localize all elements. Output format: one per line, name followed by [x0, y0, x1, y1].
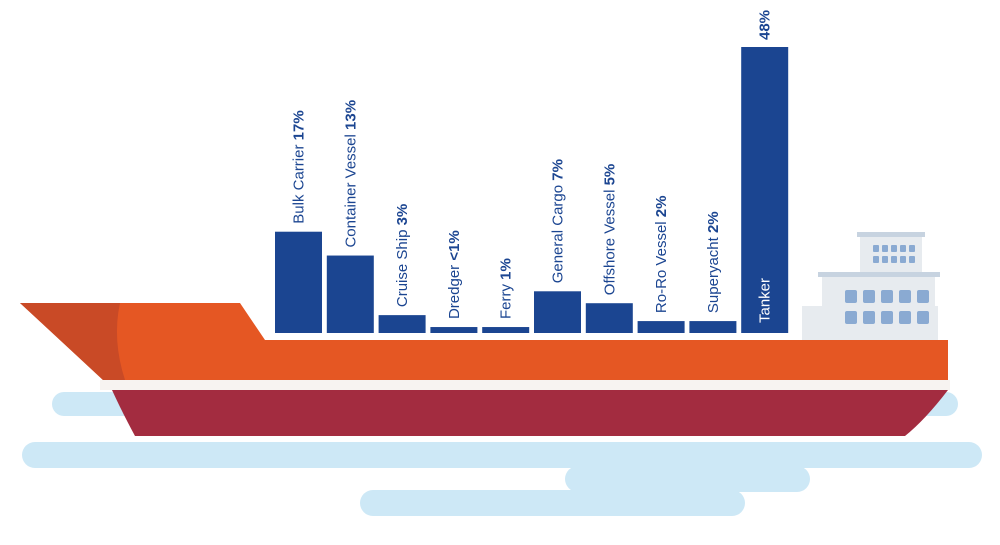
bar-label: Tanker: [757, 278, 774, 323]
bar-ferry: [482, 327, 530, 333]
bridge-upper: [860, 236, 922, 272]
value-label: 7%: [550, 159, 567, 181]
bridge-ledge: [818, 272, 940, 277]
bar-tanker: [741, 47, 789, 333]
bar-label: Ferry 1%: [498, 258, 515, 319]
value-label: 48%: [757, 10, 774, 40]
bridge-lower: [822, 276, 935, 340]
bar-offshore-vessel: [585, 303, 633, 333]
category-label: Dredger: [446, 261, 463, 319]
water-band: [360, 490, 745, 516]
category-label: General Cargo: [550, 181, 567, 284]
bar-label: Dredger <1%: [446, 230, 463, 319]
hull: [20, 303, 950, 436]
water-band: [565, 466, 810, 492]
value-label: 2%: [705, 211, 722, 233]
category-label: Offshore Vessel: [601, 185, 618, 295]
category-label: Cruise Ship: [394, 225, 411, 307]
bridge-windows: [845, 245, 929, 324]
hull-stripe: [100, 380, 950, 390]
bar-label: Superyacht 2%: [705, 211, 722, 313]
bar-cruise-ship: [378, 315, 426, 333]
bar-container-vessel: [326, 255, 374, 333]
bar-label: Container Vessel 13%: [342, 100, 359, 248]
value-label: 2%: [653, 196, 670, 218]
value-label: 5%: [601, 164, 618, 186]
category-label: Bulk Carrier: [291, 140, 308, 223]
category-label: Container Vessel: [342, 130, 359, 248]
value-label: 17%: [291, 110, 308, 140]
bar-label: General Cargo 7%: [550, 159, 567, 283]
bar-bulk-carrier: [275, 231, 322, 333]
hull-lower: [112, 390, 948, 436]
bar-label: Ro-Ro Vessel 2%: [653, 196, 670, 314]
value-label: 1%: [498, 258, 515, 280]
bridge: [802, 232, 940, 342]
category-label: Ferry: [498, 280, 515, 319]
bar-label: Cruise Ship 3%: [394, 204, 411, 307]
bridge-roof: [857, 232, 925, 237]
value-label: 13%: [342, 100, 359, 130]
value-label: 3%: [394, 204, 411, 226]
value-label: <1%: [446, 230, 463, 260]
bar-superyacht: [689, 321, 737, 333]
bar-label: Offshore Vessel 5%: [601, 164, 618, 295]
bar-general-cargo: [534, 291, 581, 333]
bar-dredger: [430, 327, 478, 333]
water-band: [22, 442, 982, 468]
category-label: Superyacht: [705, 233, 722, 313]
category-label: Ro-Ro Vessel: [653, 217, 670, 313]
hull-upper: [20, 303, 948, 380]
bars-layer: Bulk Carrier 17% Container Vessel 13% Crui…: [275, 10, 789, 333]
bar-label: Bulk Carrier 17%: [291, 110, 308, 223]
hull-bow-shade: [20, 303, 125, 380]
bar-ro-ro-vessel: [637, 321, 685, 333]
